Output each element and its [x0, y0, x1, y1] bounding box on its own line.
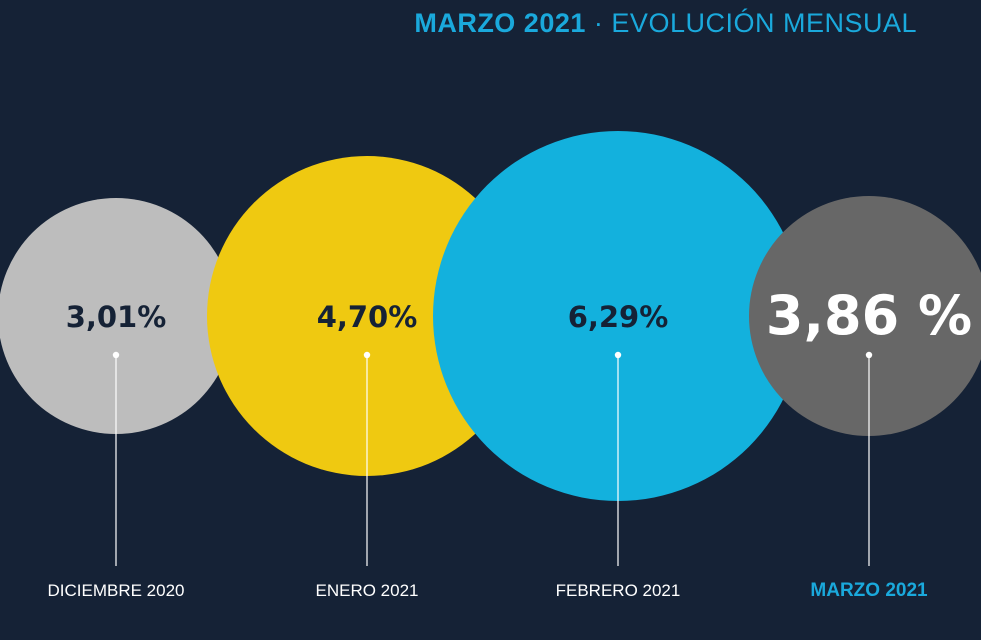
bubble-0	[0, 198, 234, 434]
category-label-1: ENERO 2021	[316, 581, 419, 600]
chart-title: MARZO 2021 · EVOLUCIÓN MENSUAL	[414, 8, 917, 39]
value-label-0: 3,01%	[66, 300, 167, 334]
bubble-3	[749, 196, 981, 436]
category-label-2: FEBRERO 2021	[556, 581, 681, 600]
value-label-3: 3,86 %	[766, 284, 972, 347]
bubble-1	[207, 156, 527, 476]
value-label-2: 6,29%	[568, 300, 669, 334]
title-subtitle: EVOLUCIÓN MENSUAL	[611, 8, 917, 38]
title-separator: ·	[593, 8, 604, 38]
category-label-3: MARZO 2021	[810, 580, 928, 601]
value-label-1: 4,70%	[317, 300, 418, 334]
category-label-0: DICIEMBRE 2020	[48, 581, 185, 600]
bubble-2	[433, 131, 803, 501]
title-highlight: MARZO 2021	[414, 8, 586, 38]
